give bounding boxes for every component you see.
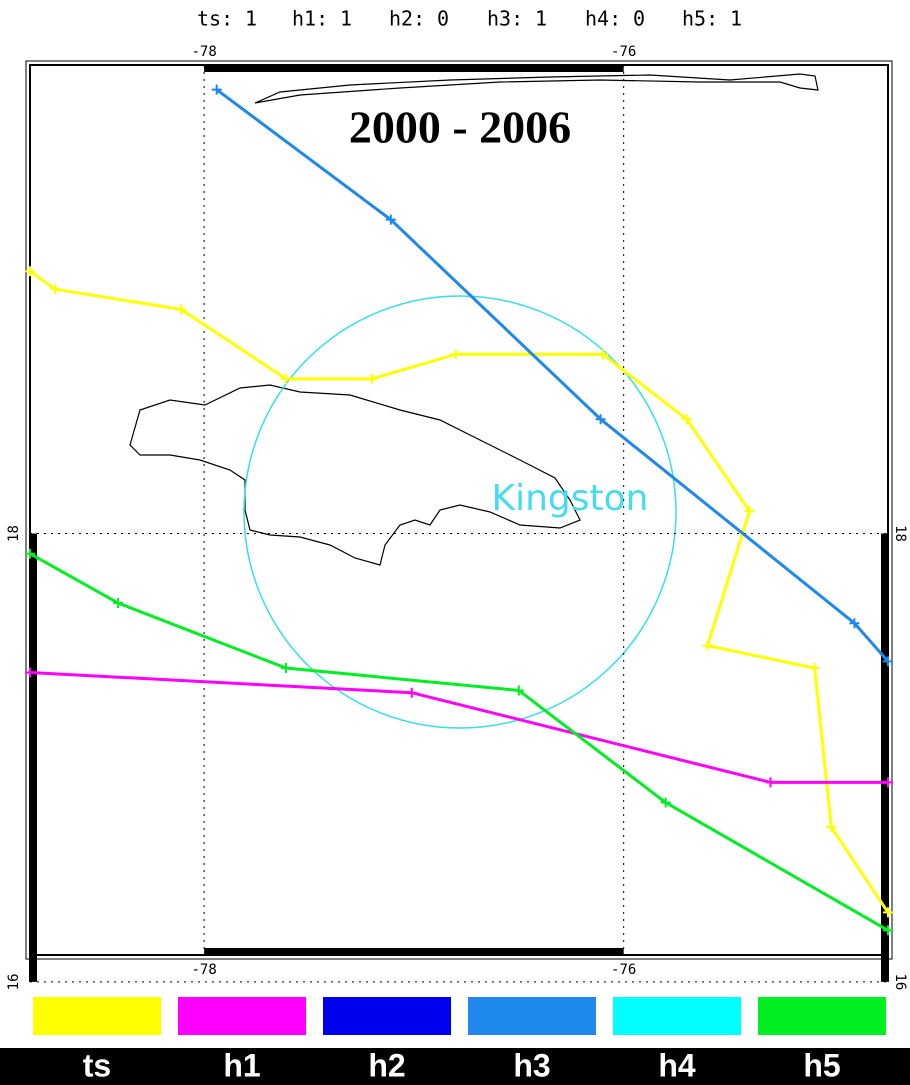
legend-label: h1	[223, 1047, 260, 1083]
track-point	[849, 618, 860, 629]
header-count: 1	[730, 7, 742, 31]
x-tick-label: -78	[191, 44, 216, 60]
track-point	[176, 304, 187, 315]
legend-label: ts	[83, 1047, 111, 1083]
track-point	[113, 598, 124, 609]
legend-swatch	[468, 997, 596, 1035]
track-point	[25, 548, 35, 559]
legend-label: h4	[658, 1047, 696, 1083]
track-point	[25, 667, 35, 678]
header-label: h3:	[487, 7, 523, 31]
track-point	[883, 925, 893, 936]
header-label: h1:	[292, 7, 328, 31]
track-point	[513, 685, 524, 696]
track-point	[883, 907, 893, 918]
storm-track	[29, 671, 888, 784]
header-label: h2:	[389, 7, 425, 31]
header-label: ts:	[197, 7, 233, 31]
outer-frame	[25, 60, 893, 960]
track-point	[660, 797, 671, 808]
legend-swatch	[33, 997, 161, 1035]
track-point	[595, 414, 606, 425]
y-tick-label: 16	[892, 973, 908, 990]
track-point	[280, 663, 291, 674]
place-label: Kingston	[492, 478, 649, 519]
cuba-coast	[254, 73, 819, 104]
header-label: h5:	[682, 7, 718, 31]
legend-swatch	[758, 997, 886, 1035]
header-count: 1	[245, 7, 257, 31]
track-point	[50, 284, 61, 295]
legend-label: h3	[513, 1047, 550, 1083]
track-point	[211, 84, 222, 95]
track-point	[883, 777, 893, 788]
track-point	[702, 640, 713, 651]
track-point	[385, 214, 396, 225]
storm-track	[29, 270, 890, 914]
track-point	[744, 506, 755, 517]
track-point	[406, 687, 417, 698]
track-point	[366, 373, 377, 384]
legend-label: h2	[368, 1047, 405, 1083]
storm-track	[29, 552, 889, 932]
x-tick-label: -76	[611, 44, 636, 60]
legend-label: h5	[803, 1047, 840, 1083]
track-point	[681, 414, 692, 425]
track-point	[809, 663, 820, 674]
storm-track	[215, 88, 890, 663]
legend-bar	[0, 1048, 910, 1085]
header-label: h4:	[585, 7, 621, 31]
track-point	[597, 349, 608, 360]
header-count: 0	[437, 7, 449, 31]
jamaica-coast	[129, 384, 581, 566]
legend-swatch	[178, 997, 306, 1035]
y-tick-label: 18	[892, 525, 908, 542]
map-frame	[29, 64, 889, 956]
header-count: 0	[633, 7, 645, 31]
x-tick-label: -76	[611, 962, 636, 978]
legend-swatch	[323, 997, 451, 1035]
track-point	[25, 266, 35, 277]
track-point	[826, 822, 837, 833]
y-tick-label: 18	[6, 525, 22, 542]
track-point	[450, 349, 461, 360]
header-count: 1	[535, 7, 547, 31]
x-tick-label: -78	[191, 962, 216, 978]
track-point	[280, 373, 291, 384]
header-count: 1	[340, 7, 352, 31]
track-point	[883, 656, 893, 667]
y-tick-label: 16	[6, 973, 22, 990]
radius-circle	[243, 295, 677, 729]
map-title: 2000 - 2006	[349, 102, 571, 153]
legend-swatch	[613, 997, 741, 1035]
track-point	[765, 777, 776, 788]
